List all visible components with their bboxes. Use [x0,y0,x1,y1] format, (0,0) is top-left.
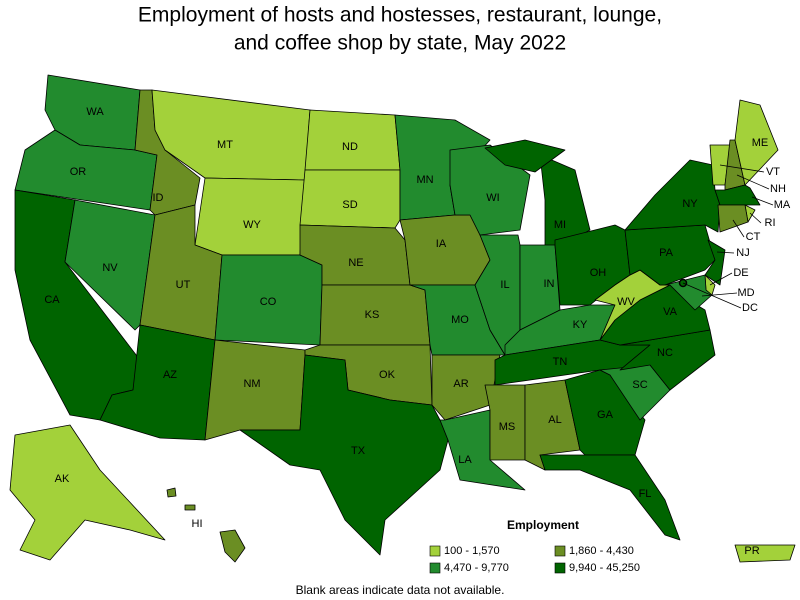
state-label: ID [153,192,164,204]
state-label: ND [342,141,358,153]
state-label: PA [659,247,674,259]
state-label: IN [544,278,555,290]
state-label: ME [752,137,769,149]
state-shape [484,384,526,461]
state-label: MO [451,314,469,326]
state-label: UT [176,279,191,291]
state-shape [734,544,796,563]
state-label: MN [416,174,433,186]
state-label: TX [351,445,366,457]
legend-title: Employment [507,518,579,532]
state-shape [734,99,779,186]
state-label: NV [102,262,118,274]
state-label: IA [436,238,447,250]
state-label: VT [766,166,780,178]
state-label: MT [217,139,233,151]
state-label: CO [260,296,277,308]
state-label: RI [765,217,776,229]
state-label: WI [486,192,499,204]
title: Employment of hosts and hostesses, resta… [138,4,662,27]
state-shape [619,329,716,391]
state-shape [166,487,177,498]
state-labels: WA OR CA NV ID MT WY UT AZ CO NM ND SD NE KS OK TX MN IA MO… [44,106,791,557]
state-label: OH [590,267,607,279]
leader-line [749,212,762,224]
state-shape [204,339,306,441]
state-label: MS [499,421,516,433]
legend-swatch [554,545,566,557]
state-shape [64,199,156,331]
legend-label: 1,860 - 4,430 [569,545,634,557]
state-label: AL [548,414,561,426]
state-label: IL [500,279,509,291]
state-label: NC [657,347,673,359]
state-label: CA [44,294,60,306]
state-label: TN [553,356,568,368]
leader-line [709,272,733,286]
leader-line [751,196,774,206]
legend: 100 - 1,570 1,860 - 4,430 4,470 - 9,770 9,9… [429,545,640,574]
state-label: MI [554,219,566,231]
state-label: NY [682,198,698,210]
legend-swatch [429,562,441,574]
states [9,74,796,563]
leader-line [719,164,765,173]
state-shape [704,239,726,286]
footnote: Blank areas indicate data not available. [296,583,505,597]
state-label: NH [770,183,786,195]
state-shape [184,504,196,511]
state-label: NJ [736,247,749,259]
legend-label: 100 - 1,570 [444,545,500,557]
legend-swatch [429,545,441,557]
state-label: VA [663,306,678,318]
state-shape [239,354,449,556]
state-label: SC [632,379,647,391]
state-label: AK [55,473,70,485]
state-shape [714,184,761,206]
state-label: LA [458,454,472,466]
state-shape [717,204,749,233]
state-label: NE [348,257,363,269]
state-label: MA [774,199,791,211]
state-label: OR [70,166,87,178]
title: and coffee shop by state, May 2022 [234,32,566,55]
state-label: FL [639,488,652,500]
state-label: GA [597,409,614,421]
leader-line [732,219,745,238]
state-label: OK [379,369,396,381]
state-label: SD [342,199,357,211]
state-shape [219,529,246,563]
state-shape [299,169,401,229]
leader-line [682,282,742,309]
state-label: HI [192,518,203,530]
state-shape [539,454,681,541]
state-shape [664,274,713,311]
legend-label: 9,940 - 45,250 [569,562,640,574]
state-label: MD [737,287,754,299]
leader-line [701,292,738,297]
state-label: AZ [163,369,177,381]
state-shape [194,177,306,256]
leader-line [736,174,770,190]
state-shape [624,159,721,233]
state-label: CT [746,231,761,243]
leader-line [716,251,735,254]
legend-label: 4,470 - 9,770 [444,562,509,574]
state-label: NM [243,378,260,390]
state-label: DE [733,267,748,279]
state-label: KS [365,309,380,321]
state-label: WV [617,296,635,308]
legend-swatch [554,562,566,574]
state-shape [484,139,566,173]
state-shape [431,354,501,421]
state-shape [9,424,166,561]
state-label: WY [243,219,261,231]
state-label: KY [573,319,588,331]
state-label: AR [453,378,468,390]
state-label: DC [742,302,758,314]
state-label: WA [86,106,104,118]
state-label: PR [744,545,759,557]
